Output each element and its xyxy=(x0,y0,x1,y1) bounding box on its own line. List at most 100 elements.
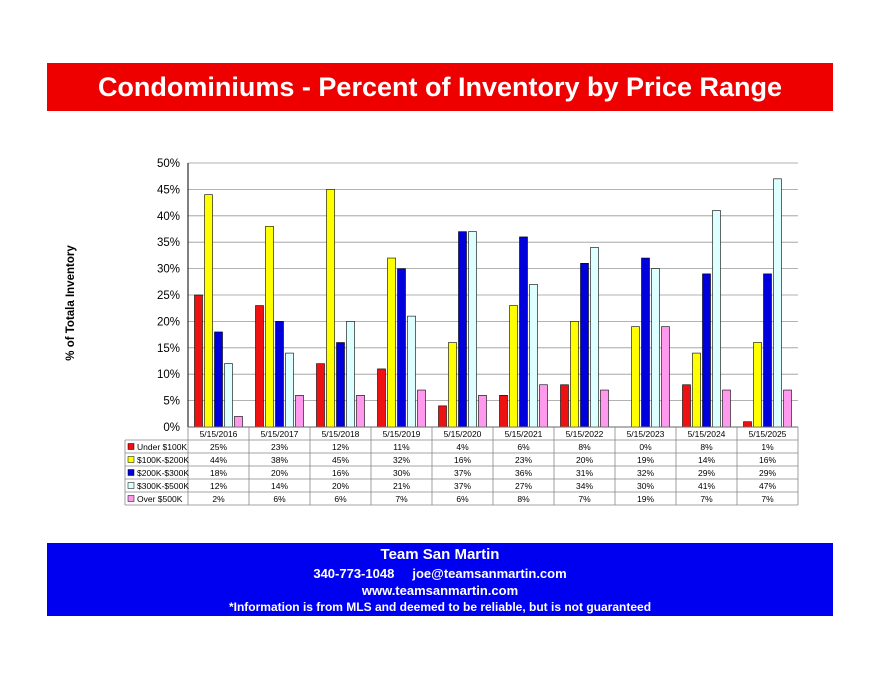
bar xyxy=(651,268,660,428)
y-tick-label: 35% xyxy=(157,237,180,249)
data-label: 2% xyxy=(212,494,225,504)
y-tick-label: 20% xyxy=(157,316,180,328)
x-category-label: 5/15/2017 xyxy=(261,429,299,439)
data-label: 36% xyxy=(515,468,532,478)
legend-key xyxy=(127,482,135,489)
data-label: 4% xyxy=(456,442,469,452)
bar xyxy=(600,389,609,428)
bar xyxy=(468,231,477,428)
x-category-label: 5/15/2020 xyxy=(444,429,482,439)
y-tick-label: 45% xyxy=(157,184,180,196)
bar xyxy=(641,257,650,428)
x-category-label: 5/15/2025 xyxy=(749,429,787,439)
x-category-label: 5/15/2024 xyxy=(688,429,726,439)
bar xyxy=(773,178,782,428)
bar xyxy=(753,342,762,428)
bar xyxy=(458,231,467,428)
bar xyxy=(397,268,406,428)
footer-banner: Team San Martin 340-773-1048 joe@teamsan… xyxy=(47,543,833,616)
data-label: 7% xyxy=(700,494,713,504)
email-address[interactable]: joe@teamsanmartin.com xyxy=(412,566,567,581)
data-label: 23% xyxy=(271,442,288,452)
bar xyxy=(712,210,721,428)
data-label: 20% xyxy=(271,468,288,478)
bar xyxy=(509,305,518,428)
team-name: Team San Martin xyxy=(380,546,500,563)
bar xyxy=(295,395,304,428)
data-label: 32% xyxy=(393,455,410,465)
data-label: 32% xyxy=(637,468,654,478)
data-label: 44% xyxy=(210,455,227,465)
data-label: 16% xyxy=(454,455,471,465)
bar xyxy=(336,342,345,428)
data-label: 14% xyxy=(271,481,288,491)
bar xyxy=(387,257,396,428)
x-category-label: 5/15/2019 xyxy=(383,429,421,439)
legend-key xyxy=(127,495,135,502)
bar xyxy=(478,395,487,428)
y-tick-label: 40% xyxy=(157,211,180,223)
bar xyxy=(682,384,691,428)
data-label: 23% xyxy=(515,455,532,465)
data-label: 38% xyxy=(271,455,288,465)
data-label: 7% xyxy=(578,494,591,504)
bar xyxy=(702,273,711,428)
x-category-label: 5/15/2016 xyxy=(200,429,238,439)
legend-key xyxy=(127,443,135,450)
bar xyxy=(631,326,640,428)
bar xyxy=(316,363,325,428)
data-label: 19% xyxy=(637,494,654,504)
data-label: 20% xyxy=(576,455,593,465)
data-label: 18% xyxy=(210,468,227,478)
data-label: 16% xyxy=(759,455,776,465)
y-tick-label: 15% xyxy=(157,343,180,355)
bar xyxy=(194,294,203,428)
bar xyxy=(214,331,223,428)
data-label: 12% xyxy=(210,481,227,491)
data-label: 37% xyxy=(454,481,471,491)
bar xyxy=(346,321,355,428)
legend-key xyxy=(127,469,135,476)
data-label: 30% xyxy=(393,468,410,478)
legend-entry: $100K-$200K xyxy=(137,455,189,465)
contact-line: 340-773-1048 joe@teamsanmartin.com xyxy=(47,565,833,582)
bar xyxy=(570,321,579,428)
data-label: 7% xyxy=(395,494,408,504)
bar xyxy=(539,384,548,428)
disclaimer-text: *Information is from MLS and deemed to b… xyxy=(228,600,652,614)
data-label: 27% xyxy=(515,481,532,491)
y-axis-label: % of Totala Inventory xyxy=(65,245,77,361)
bar xyxy=(417,389,426,428)
bar xyxy=(692,352,701,428)
x-category-label: 5/15/2018 xyxy=(322,429,360,439)
y-tick-label: 50% xyxy=(157,158,180,170)
data-label: 1% xyxy=(761,442,774,452)
chart-title-banner: Condominiums - Percent of Inventory by P… xyxy=(47,63,833,111)
bar-chart: 0% 5% 10% 15% 20% 25% 30% 35% 40% 45% 50% % of Tota… xyxy=(65,158,799,506)
data-label: 14% xyxy=(698,455,715,465)
data-label: 12% xyxy=(332,442,349,452)
data-label: 30% xyxy=(637,481,654,491)
bar xyxy=(560,384,569,428)
data-label: 19% xyxy=(637,455,654,465)
legend-key xyxy=(127,456,135,463)
bar xyxy=(763,273,772,428)
bar xyxy=(783,389,792,428)
y-tick-label: 25% xyxy=(157,290,180,302)
website-link[interactable]: www.teamsanmartin.com xyxy=(361,583,519,598)
bar xyxy=(438,405,447,428)
data-label: 29% xyxy=(759,468,776,478)
x-category-label: 5/15/2021 xyxy=(505,429,543,439)
data-label: 37% xyxy=(454,468,471,478)
data-label: 11% xyxy=(393,442,410,452)
data-label: 8% xyxy=(700,442,713,452)
bar xyxy=(255,305,264,428)
data-label: 34% xyxy=(576,481,593,491)
bar xyxy=(265,226,274,428)
data-label: 29% xyxy=(698,468,715,478)
data-label: 20% xyxy=(332,481,349,491)
bar xyxy=(519,236,528,428)
data-label: 47% xyxy=(759,481,776,491)
data-label: 45% xyxy=(332,455,349,465)
y-tick-label: 30% xyxy=(157,264,180,276)
